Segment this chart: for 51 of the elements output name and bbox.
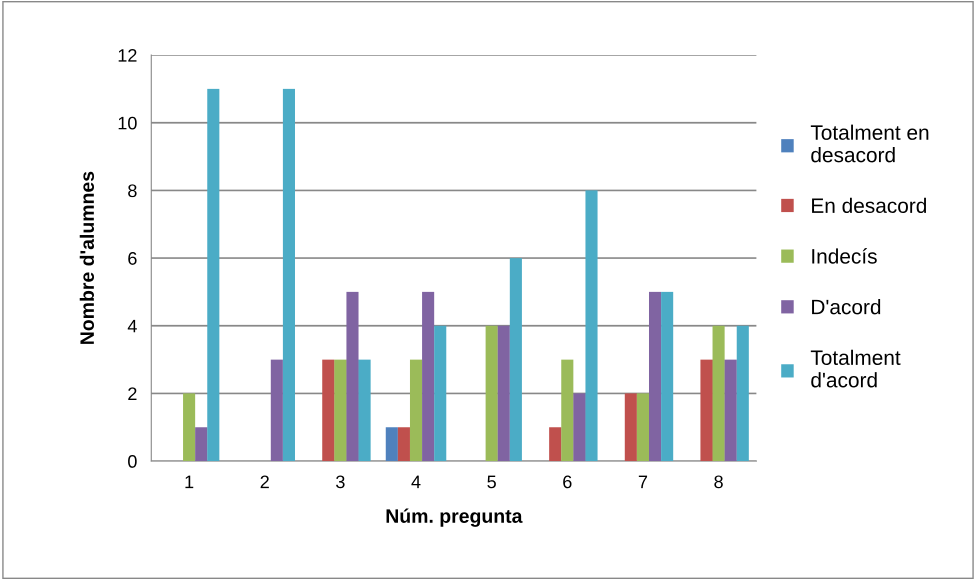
bar [486, 326, 498, 462]
bar [624, 393, 637, 462]
bar [712, 326, 725, 462]
x-tick-label: 3 [336, 475, 345, 488]
bar [724, 360, 737, 462]
y-tick-label: 2 [128, 387, 136, 400]
bar [410, 360, 422, 462]
bar [386, 427, 398, 462]
bar [346, 292, 359, 462]
y-axis-title: Nombre d'alumnes [80, 172, 94, 344]
legend-label: En desacord [812, 198, 926, 214]
bar [282, 88, 295, 462]
bar [498, 326, 510, 462]
bar [661, 292, 674, 462]
bar [270, 360, 283, 462]
x-tick-label: 2 [260, 475, 269, 488]
bar [434, 326, 446, 462]
bar [398, 427, 410, 462]
x-tick-label: 6 [563, 475, 572, 488]
bar [322, 360, 334, 462]
y-tick-label: 0 [128, 455, 137, 468]
legend-label: D'acord [812, 299, 880, 314]
y-tick-label: 8 [128, 184, 137, 198]
x-tick-label: 7 [638, 476, 648, 488]
legend-label: Indecís [812, 248, 877, 264]
bar [636, 393, 649, 462]
bar [561, 360, 574, 462]
bar [549, 427, 562, 462]
y-tick-label: 10 [118, 116, 137, 130]
x-tick-label: 4 [411, 476, 421, 488]
x-tick-label: 5 [487, 476, 496, 488]
y-tick-label: 4 [128, 320, 137, 332]
bar [358, 360, 371, 462]
legend-label: Totalment d'acord [810, 350, 901, 388]
bar [736, 326, 749, 462]
bar [183, 393, 196, 462]
bar [207, 88, 220, 462]
bar [510, 258, 522, 462]
bar [334, 360, 346, 462]
bar [648, 292, 662, 462]
bar [585, 190, 598, 462]
bar [700, 360, 713, 462]
bar [195, 427, 208, 462]
x-axis-title: Núm. pregunta [386, 508, 523, 527]
bar [573, 393, 586, 462]
x-tick-label: 8 [714, 475, 723, 488]
bar [422, 292, 434, 462]
x-tick-label: 1 [185, 476, 194, 488]
y-tick-label: 12 [118, 49, 136, 62]
legend-label: Totalment en desacord [810, 124, 928, 162]
y-tick-label: 6 [128, 252, 137, 265]
